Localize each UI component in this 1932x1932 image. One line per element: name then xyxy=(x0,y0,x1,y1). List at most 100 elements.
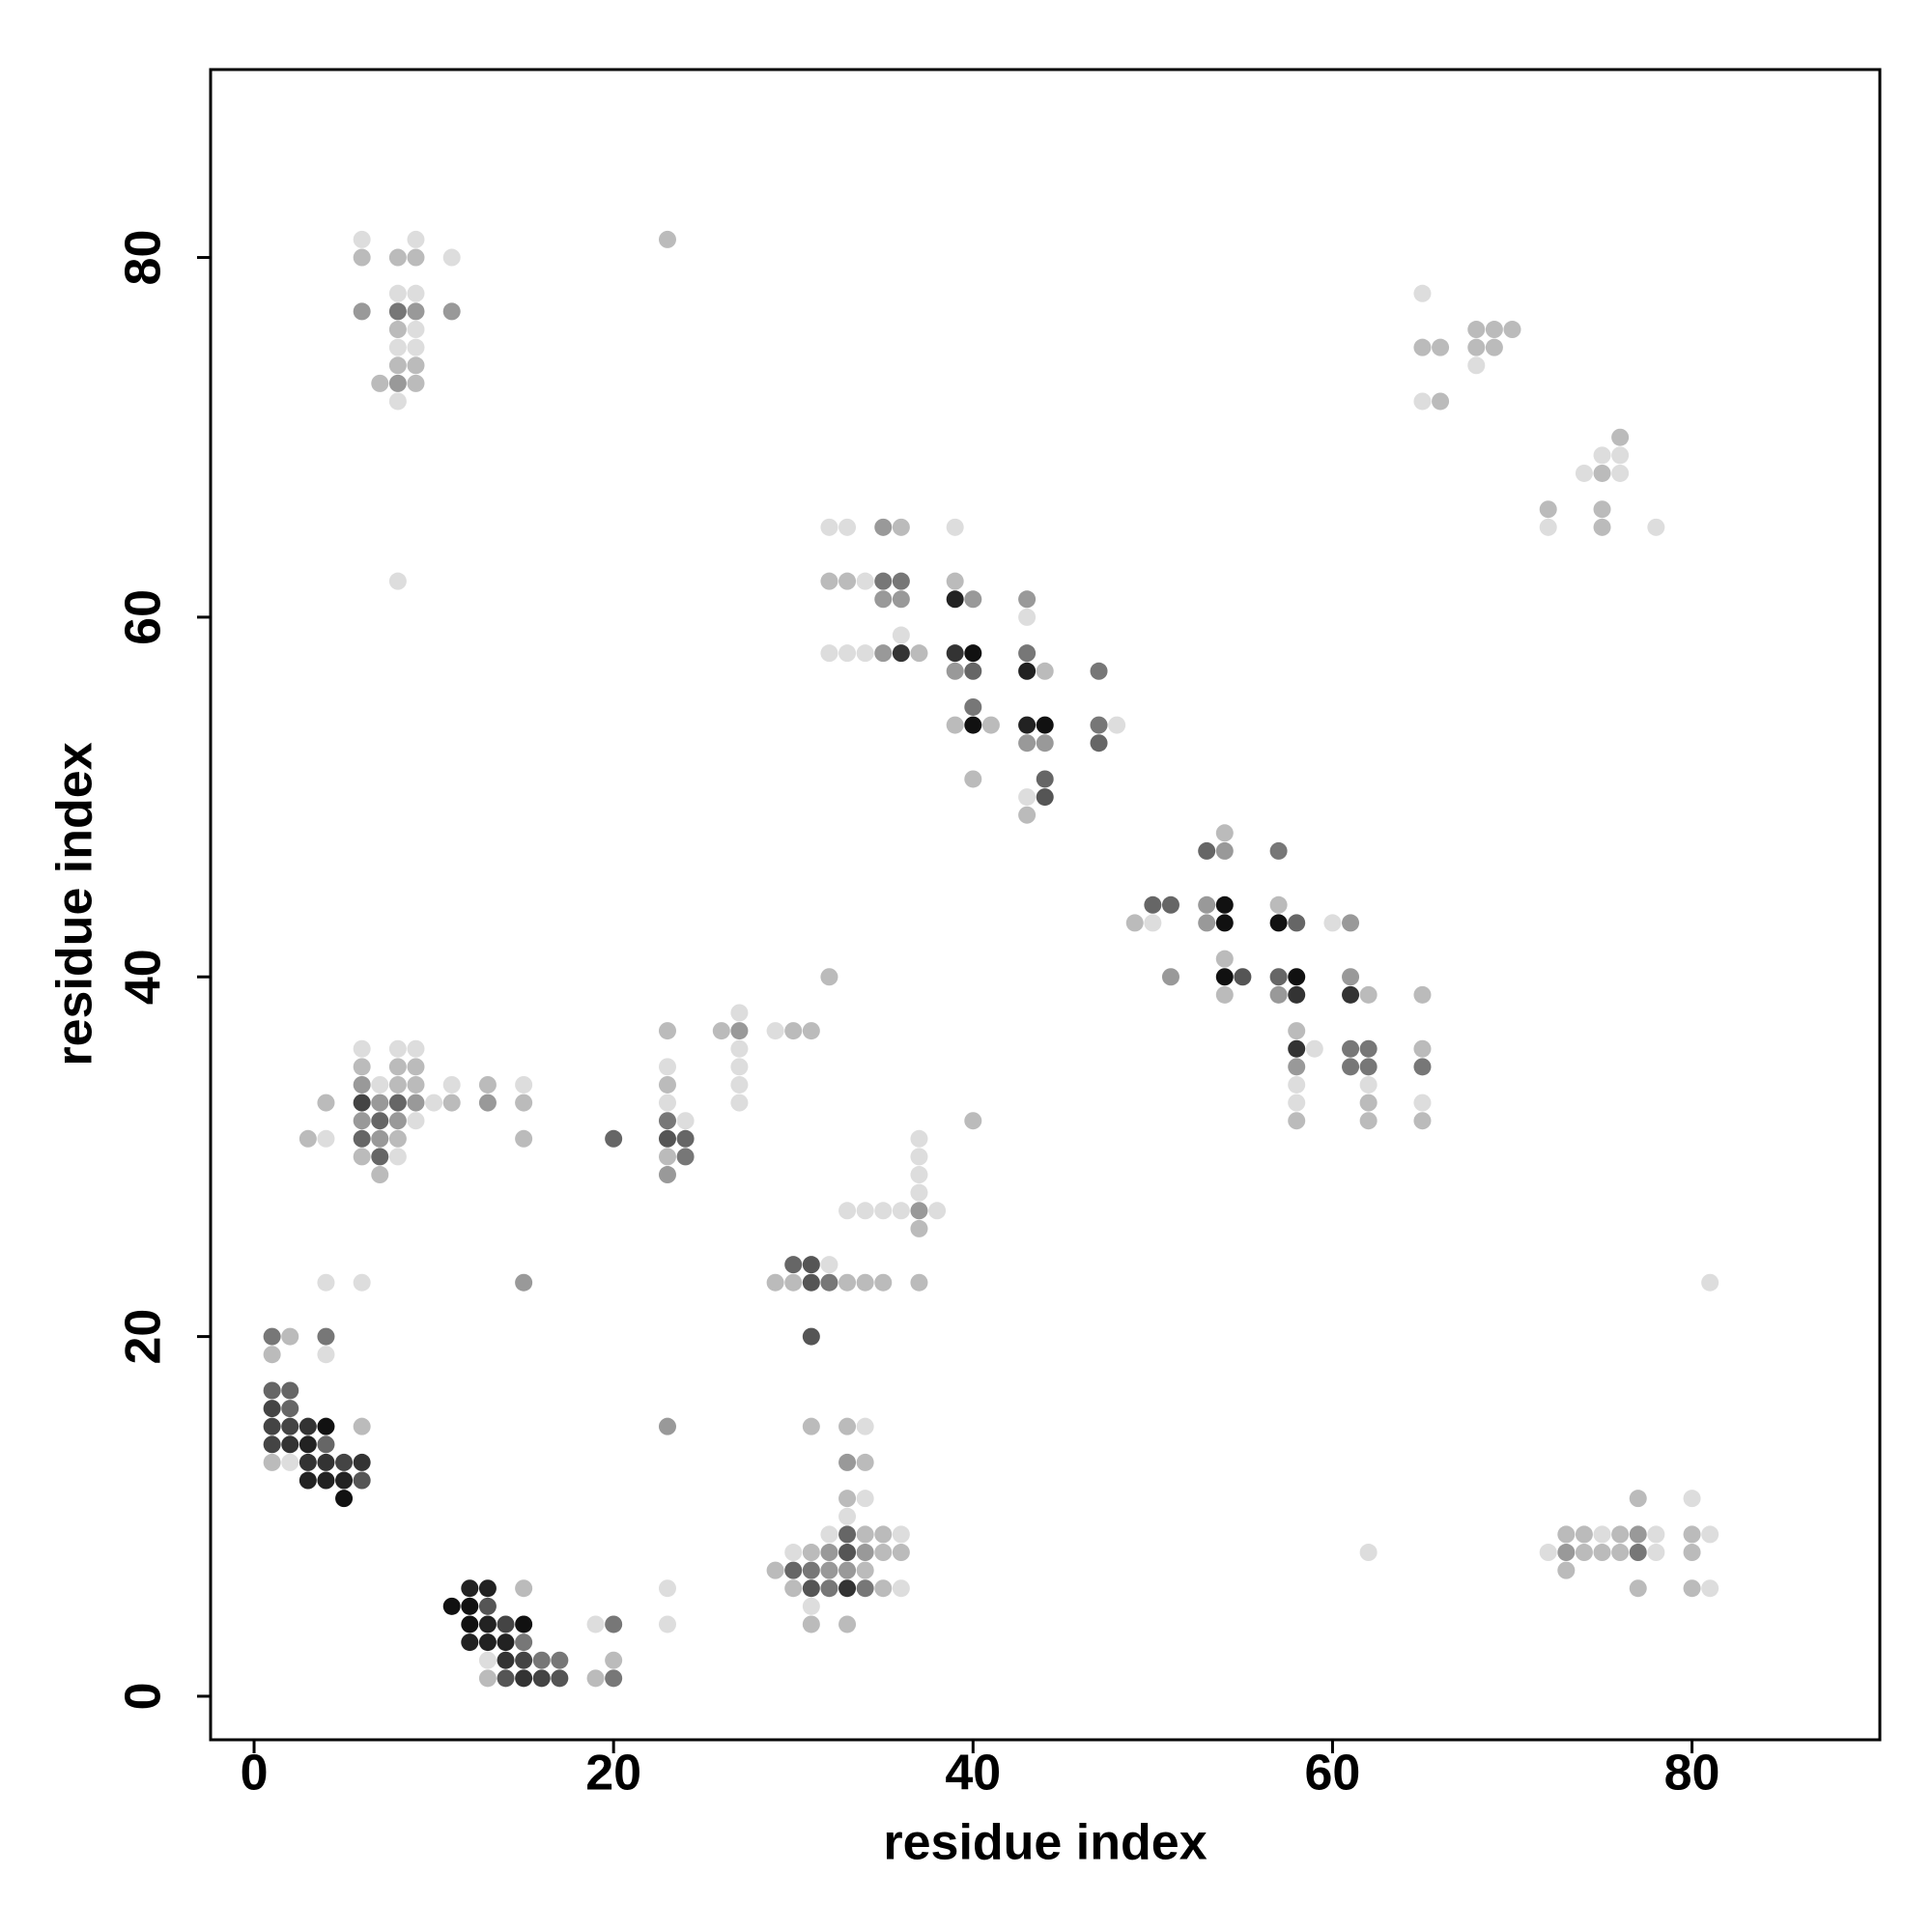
contact-point xyxy=(658,1094,676,1112)
contact-point xyxy=(605,1669,623,1688)
contact-point xyxy=(946,590,964,609)
contact-point xyxy=(892,1579,910,1598)
contact-point xyxy=(838,1273,857,1292)
contact-point xyxy=(838,518,857,536)
contact-point xyxy=(1647,1525,1665,1544)
contact-point xyxy=(820,572,838,590)
contact-point xyxy=(515,1094,533,1112)
contact-point xyxy=(946,716,964,734)
contact-point xyxy=(353,1453,371,1471)
contact-point xyxy=(388,302,407,321)
contact-point xyxy=(353,302,371,321)
contact-point xyxy=(946,518,964,536)
contact-point xyxy=(856,1490,874,1508)
contact-point xyxy=(766,1273,784,1292)
contact-point xyxy=(802,1544,820,1562)
contact-point xyxy=(820,518,838,536)
contact-point xyxy=(766,1561,784,1579)
contact-point xyxy=(676,1129,695,1148)
contact-point xyxy=(1539,518,1557,536)
contact-point xyxy=(388,338,407,356)
contact-point xyxy=(263,1435,281,1454)
contact-point xyxy=(263,1381,281,1400)
contact-point xyxy=(353,248,371,267)
contact-point xyxy=(964,590,982,609)
contact-point xyxy=(461,1579,479,1598)
contact-point xyxy=(910,1148,928,1166)
contact-point xyxy=(1090,662,1108,680)
contact-point xyxy=(874,1202,893,1220)
contact-point xyxy=(838,1453,857,1471)
contact-point xyxy=(515,1129,533,1148)
contact-point xyxy=(388,1094,407,1112)
contact-point xyxy=(1575,1544,1593,1562)
contact-point xyxy=(658,1129,676,1148)
contact-point xyxy=(1629,1579,1647,1598)
contact-point xyxy=(730,1075,749,1094)
contact-point xyxy=(838,1615,857,1634)
contact-point xyxy=(784,1579,803,1598)
contact-point xyxy=(838,1417,857,1435)
contact-point xyxy=(1611,428,1630,446)
contact-point xyxy=(1647,1544,1665,1562)
contact-point xyxy=(1288,985,1306,1004)
contact-point xyxy=(1144,895,1162,914)
contact-point xyxy=(946,662,964,680)
contact-point xyxy=(892,1544,910,1562)
contact-point xyxy=(407,1094,425,1112)
contact-point xyxy=(676,1112,695,1130)
contact-point xyxy=(874,572,893,590)
contact-point xyxy=(1701,1525,1719,1544)
contact-point xyxy=(515,1634,533,1652)
contact-point xyxy=(856,1453,874,1471)
contact-point xyxy=(388,572,407,590)
contact-point xyxy=(298,1129,317,1148)
contact-point xyxy=(442,248,461,267)
contact-point xyxy=(1593,500,1611,519)
contact-point xyxy=(1683,1579,1701,1598)
contact-point xyxy=(1108,716,1126,734)
contact-point xyxy=(442,1597,461,1615)
contact-point xyxy=(856,1544,874,1562)
contact-point xyxy=(388,356,407,375)
contact-point xyxy=(712,1022,730,1040)
contact-point xyxy=(281,1417,299,1435)
contact-point xyxy=(1629,1544,1647,1562)
contact-point xyxy=(1198,895,1216,914)
contact-point xyxy=(892,572,910,590)
contact-point xyxy=(388,284,407,302)
contact-point xyxy=(910,644,928,663)
contact-point xyxy=(388,1039,407,1058)
contact-point xyxy=(730,1039,749,1058)
contact-point xyxy=(820,1273,838,1292)
contact-point xyxy=(1503,321,1521,339)
contact-point xyxy=(856,1525,874,1544)
contact-point xyxy=(461,1615,479,1634)
contact-point xyxy=(1593,1544,1611,1562)
contact-point xyxy=(532,1669,551,1688)
contact-point xyxy=(317,1273,335,1292)
contact-point xyxy=(766,1022,784,1040)
contact-point xyxy=(838,1579,857,1598)
contact-point xyxy=(353,1112,371,1130)
contact-point xyxy=(515,1651,533,1669)
x-tick-label: 60 xyxy=(1305,1746,1361,1802)
x-axis-title: residue index xyxy=(883,1815,1207,1871)
contact-point xyxy=(892,626,910,644)
contact-point xyxy=(874,518,893,536)
contact-point xyxy=(1018,662,1037,680)
contact-point xyxy=(263,1453,281,1471)
contact-point xyxy=(964,662,982,680)
contact-point xyxy=(478,1651,497,1669)
contact-point xyxy=(478,1615,497,1634)
contact-point xyxy=(1359,1058,1378,1076)
contact-point xyxy=(658,1058,676,1076)
contact-point xyxy=(1018,608,1037,626)
contact-point xyxy=(353,1471,371,1490)
contact-point xyxy=(1215,841,1234,860)
contact-point xyxy=(892,644,910,663)
contact-point xyxy=(658,1417,676,1435)
contact-point xyxy=(1288,1094,1306,1112)
contact-point xyxy=(820,1256,838,1274)
contact-point xyxy=(802,1273,820,1292)
